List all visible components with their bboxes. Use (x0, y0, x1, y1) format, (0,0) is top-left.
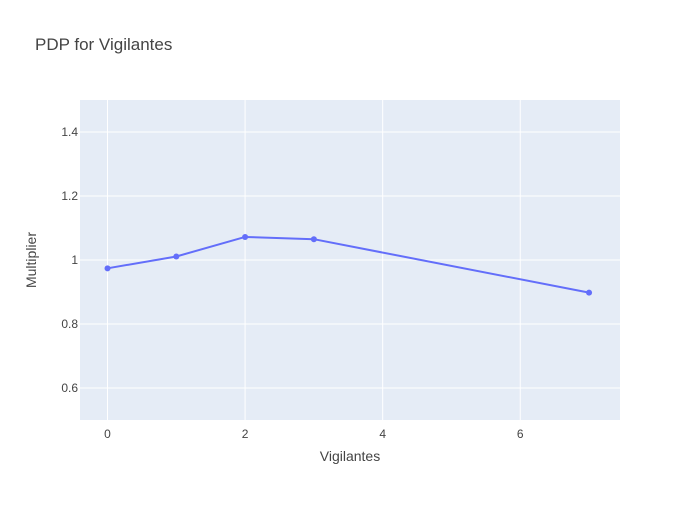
x-tick-label: 4 (379, 427, 386, 441)
x-tick-label: 2 (242, 427, 249, 441)
y-tick-label: 1.4 (61, 125, 78, 139)
data-point[interactable] (310, 236, 317, 243)
y-tick-label: 1.2 (61, 189, 78, 203)
chart-title: PDP for Vigilantes (35, 35, 172, 54)
x-tick-label: 6 (517, 427, 524, 441)
data-point[interactable] (173, 253, 180, 260)
y-tick-label: 0.8 (61, 317, 78, 331)
y-axis-title: Multiplier (23, 232, 39, 288)
grid-lines (80, 100, 620, 420)
y-tick-label: 0.6 (61, 381, 78, 395)
series-layer (104, 233, 593, 296)
y-tick-label: 1 (71, 253, 78, 267)
x-axis-title: Vigilantes (320, 448, 380, 464)
tick-labels: 0 2 4 6 0.6 0.8 1 1.2 1.4 (61, 125, 524, 441)
x-tick-label: 0 (104, 427, 111, 441)
data-point[interactable] (242, 233, 249, 240)
data-point[interactable] (586, 289, 593, 296)
data-point[interactable] (104, 265, 111, 272)
